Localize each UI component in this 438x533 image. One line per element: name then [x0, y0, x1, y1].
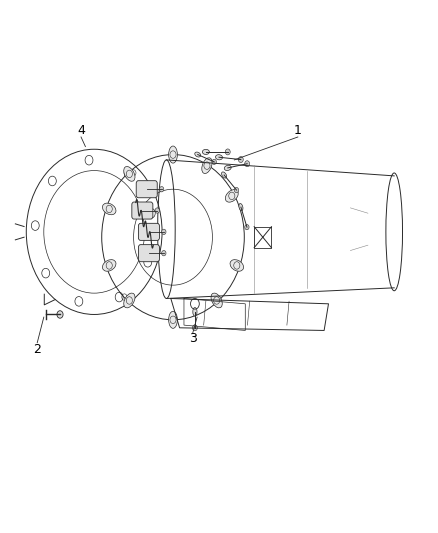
Ellipse shape [202, 149, 209, 155]
Ellipse shape [230, 260, 244, 271]
Ellipse shape [102, 260, 116, 271]
Ellipse shape [124, 293, 135, 308]
Ellipse shape [224, 165, 231, 171]
Ellipse shape [215, 155, 223, 160]
Text: 4: 4 [77, 124, 85, 137]
Text: 1: 1 [294, 124, 302, 137]
Ellipse shape [124, 166, 135, 181]
Ellipse shape [222, 172, 226, 178]
Ellipse shape [193, 308, 197, 316]
FancyBboxPatch shape [138, 245, 159, 262]
Circle shape [245, 161, 250, 167]
Circle shape [57, 311, 63, 318]
Ellipse shape [239, 204, 243, 211]
Circle shape [159, 187, 164, 192]
Circle shape [234, 188, 239, 193]
Text: 3: 3 [189, 332, 197, 345]
Ellipse shape [169, 146, 177, 163]
FancyBboxPatch shape [138, 223, 159, 240]
Ellipse shape [211, 293, 222, 308]
Text: 2: 2 [33, 343, 41, 356]
Circle shape [212, 159, 216, 165]
Ellipse shape [169, 311, 177, 328]
Ellipse shape [226, 190, 238, 202]
FancyBboxPatch shape [136, 181, 157, 198]
Circle shape [245, 224, 249, 230]
Ellipse shape [102, 203, 116, 215]
Ellipse shape [195, 152, 201, 157]
Circle shape [162, 251, 166, 256]
FancyBboxPatch shape [132, 202, 153, 219]
Circle shape [155, 208, 159, 213]
Ellipse shape [202, 158, 212, 173]
Circle shape [238, 157, 243, 163]
Circle shape [162, 229, 166, 235]
Circle shape [192, 325, 198, 331]
Circle shape [225, 149, 230, 155]
